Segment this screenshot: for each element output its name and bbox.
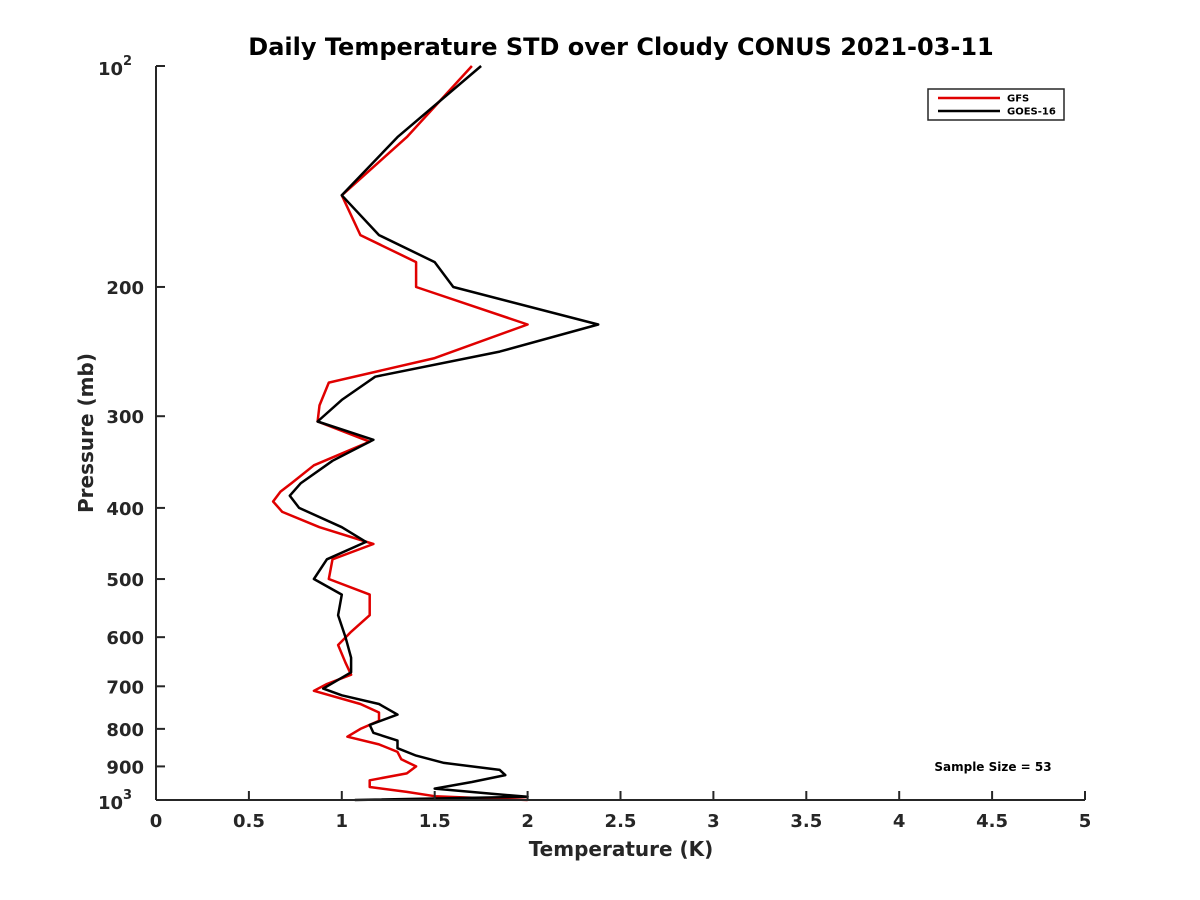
y-tick-label: 600 xyxy=(106,628,144,649)
chart-title: Daily Temperature STD over Cloudy CONUS … xyxy=(248,33,993,61)
legend-label: GOES-16 xyxy=(1007,107,1056,118)
x-tick-label: 0 xyxy=(150,811,163,832)
x-axis-label: Temperature (K) xyxy=(529,837,714,861)
x-tick-label: 5 xyxy=(1079,811,1092,832)
plot-lines xyxy=(271,65,600,802)
x-tick-label: 4 xyxy=(893,811,906,832)
y-tick-label: 400 xyxy=(106,499,144,520)
series-line-goes-16 xyxy=(288,65,600,802)
y-tick-label: 10 xyxy=(98,59,123,80)
y-tick-label: 800 xyxy=(106,720,144,741)
y-tick-label: 900 xyxy=(106,757,144,778)
x-tick-label: 3.5 xyxy=(790,811,822,832)
x-tick-label: 1.5 xyxy=(419,811,451,832)
y-tick-label: 500 xyxy=(106,570,144,591)
y-tick-label: 300 xyxy=(106,407,144,428)
legend: GFS GOES-16 xyxy=(927,88,1065,121)
y-tick-label: 200 xyxy=(106,278,144,299)
series-line-gfs xyxy=(271,65,529,802)
legend-label: GFS xyxy=(1007,94,1029,105)
y-tick-exponent: 2 xyxy=(123,54,132,69)
x-tick-label: 3 xyxy=(707,811,720,832)
x-tick-label: 4.5 xyxy=(976,811,1008,832)
y-tick-label: 10 xyxy=(98,793,123,814)
sample-size-annotation: Sample Size = 53 xyxy=(934,760,1051,774)
x-tick-label: 2 xyxy=(521,811,534,832)
x-ticks: 0 0.5 1 1.5 2 2.5 3 3.5 4 4.5 5 xyxy=(150,791,1092,832)
x-tick-label: 0.5 xyxy=(233,811,265,832)
y-tick-exponent: 3 xyxy=(123,788,132,803)
y-axis-label: Pressure (mb) xyxy=(74,353,98,513)
legend-box xyxy=(927,88,1065,121)
x-tick-label: 2.5 xyxy=(605,811,637,832)
x-tick-label: 1 xyxy=(336,811,349,832)
y-tick-label: 700 xyxy=(106,677,144,698)
axes xyxy=(155,66,1085,801)
